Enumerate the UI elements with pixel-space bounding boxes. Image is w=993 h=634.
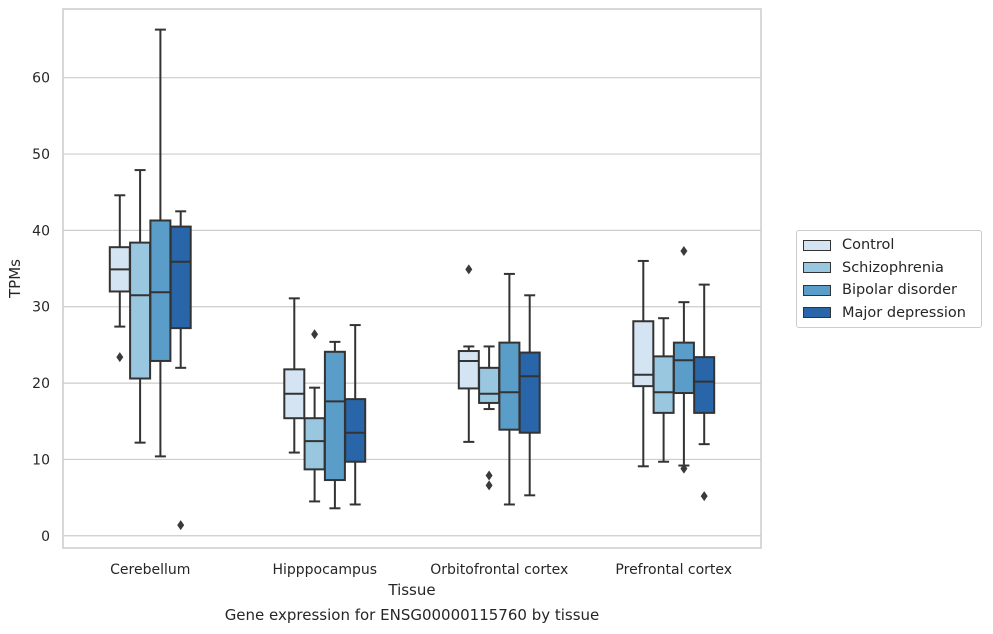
outlier-point [700, 491, 708, 502]
legend-label-major-depression: Major depression [842, 304, 966, 321]
legend-item-bipolar-disorder: Bipolar disorder [797, 279, 981, 302]
box-body [652, 355, 675, 414]
outlier-point [485, 480, 493, 491]
box-group [672, 246, 695, 474]
box-group [129, 169, 152, 444]
box-group [498, 272, 521, 506]
box-group [518, 294, 541, 497]
outlier-point [485, 470, 493, 481]
box-body [303, 417, 326, 471]
legend-swatch-bipolar-disorder [803, 284, 831, 296]
legend-swatch-schizophrenia [803, 262, 831, 274]
box-group [457, 264, 480, 443]
x-axis-categories: Cerebellum Hipppocampus Orbitofrontal cort… [110, 562, 732, 578]
box-body [693, 356, 716, 414]
box-group [632, 259, 655, 468]
legend: Control Schizophrenia Bipolar disorder M… [796, 230, 982, 328]
y-tick-label: 10 [32, 452, 50, 468]
box-body [498, 341, 521, 431]
x-tick-label: Prefrontal cortex [615, 562, 732, 578]
box-body [518, 351, 541, 434]
legend-item-schizophrenia: Schizophrenia [797, 257, 981, 280]
box-group [693, 283, 716, 502]
x-axis-label: Tissue [387, 581, 435, 599]
outlier-point [177, 520, 185, 531]
box-body [129, 241, 152, 380]
box-group [344, 324, 367, 506]
legend-item-major-depression: Major depression [797, 302, 981, 325]
outlier-point [311, 329, 319, 340]
plot-frame [62, 8, 762, 549]
y-axis-label: TPMs [6, 259, 24, 299]
figure-caption: Gene expression for ENSG00000115760 by t… [224, 606, 600, 624]
y-tick-label: 50 [32, 147, 50, 163]
box-group [478, 345, 501, 491]
y-tick-label: 0 [41, 529, 50, 545]
box-body [478, 366, 501, 404]
box-body [344, 398, 367, 463]
outlier-point [680, 246, 688, 257]
outlier-point [116, 352, 124, 363]
box-group [108, 194, 131, 363]
legend-label-bipolar-disorder: Bipolar disorder [842, 282, 957, 299]
x-tick-label: Cerebellum [110, 562, 190, 578]
legend-label-control: Control [842, 237, 895, 254]
boxes [108, 28, 716, 531]
y-axis-ticks: 0 10 20 30 40 50 60 [32, 71, 50, 545]
outlier-point [680, 463, 688, 474]
box-group [652, 317, 675, 463]
y-tick-label: 30 [32, 300, 50, 316]
legend-swatch-major-depression [803, 307, 831, 319]
box-group [149, 28, 172, 458]
legend-item-control: Control [797, 234, 981, 257]
box-group [169, 210, 192, 531]
box-body [632, 320, 655, 388]
box-group [283, 297, 306, 454]
box-group [323, 340, 346, 510]
box-body [672, 341, 695, 395]
outlier-point [465, 264, 473, 275]
x-tick-label: Orbitofrontal cortex [430, 562, 568, 578]
y-tick-label: 60 [32, 71, 50, 87]
box-body [169, 225, 192, 330]
box-body [149, 219, 172, 362]
y-tick-label: 20 [32, 376, 50, 392]
x-tick-label: Hipppocampus [272, 562, 377, 578]
legend-swatch-control [803, 239, 831, 251]
box-body [323, 350, 346, 482]
box-group [303, 329, 326, 503]
y-tick-label: 40 [32, 223, 50, 239]
box-body [457, 350, 480, 390]
legend-label-schizophrenia: Schizophrenia [842, 259, 944, 276]
